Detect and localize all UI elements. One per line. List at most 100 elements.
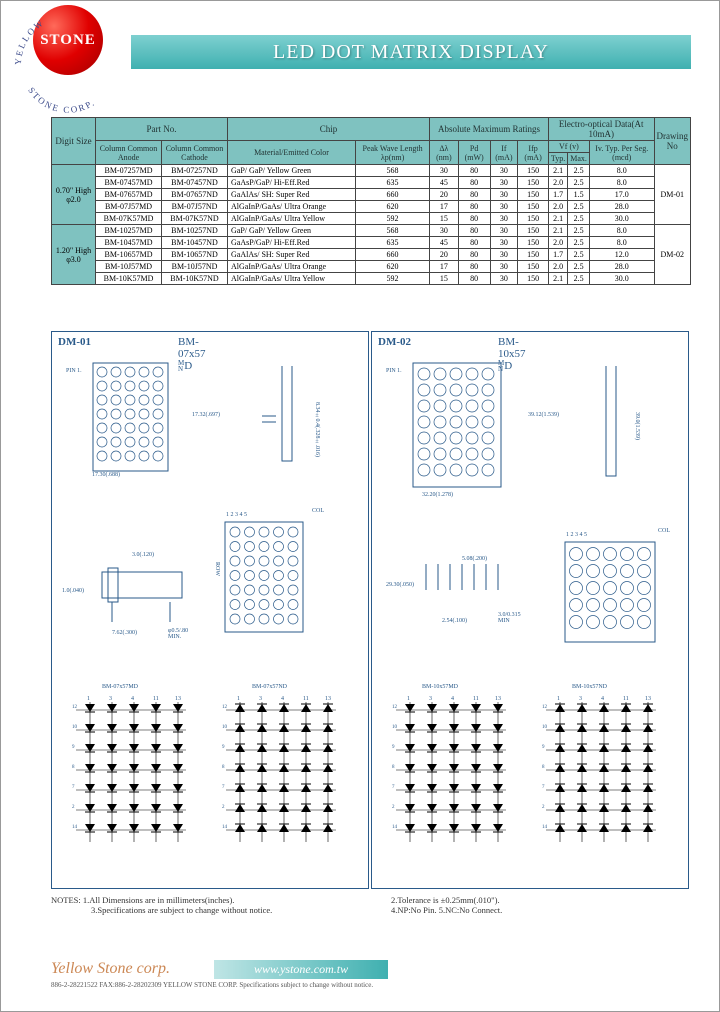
col-dz: Δλ (nm) [430,141,459,165]
dim-h2: 39.12(1.539) [528,412,559,418]
svg-text:3: 3 [579,696,582,702]
table-row: 1.20" High φ3.0BM-10257MDBM-10257NDGaP/ … [52,225,691,237]
svg-text:7: 7 [222,785,225,790]
dim-col2: COL [658,528,670,534]
svg-text:14: 14 [392,825,398,830]
footer-url: www.ystone.com.tw [214,960,388,979]
svg-text:8: 8 [222,765,225,770]
col-chip: Chip [228,118,430,141]
panel-dm02: DM-02 BM-10x57M ND 32.20(1.278) 39.12(1.… [371,331,689,889]
schem-nd-lbl2: BM-10x57ND [572,684,607,690]
svg-text:1 2 3 4 5: 1 2 3 4 5 [566,532,587,538]
panel-dm01: DM-01 BM-07x57M ND 17.30(.688) 17.32(.69… [51,331,369,889]
spec-table-head: Digit Size Part No. Chip Absolute Maximu… [52,118,691,165]
dm02-pins-view [416,564,546,624]
note4: 4.NP:No Pin. 5.NC:No Connect. [391,905,502,915]
dim-w2: 32.20(1.278) [422,492,453,498]
dm02-schem-md: 13411131210987214 [392,692,522,867]
svg-text:9: 9 [392,745,395,750]
dm02-side-view [592,366,632,486]
dim-pitch: 3.0(.120) [132,552,154,558]
schem-nd-lbl: BM-07x57ND [252,684,287,690]
note2: 2.Tolerance is ±0.25mm(.010"). [391,895,502,905]
note3: 3.Specifications are subject to change w… [51,905,691,915]
dm01-side-view [262,366,312,476]
col-peak: Peak Wave Length λp(nm) [356,141,430,165]
svg-text:3: 3 [429,696,432,702]
col-draw: Drawing No [654,118,691,165]
table-row: BM-10657MDBM-10657NDGaAlAs/ SH: Super Re… [52,249,691,261]
schem-md-lbl2: BM-10x57MD [422,684,458,690]
svg-text:12: 12 [392,705,398,710]
svg-text:1: 1 [557,696,560,702]
page: STONE YELLOW STONE CORP. LED DOT MATRIX … [0,0,720,1012]
svg-text:14: 14 [222,825,228,830]
svg-text:4: 4 [601,696,604,702]
col-vf-max: Max. [568,153,590,165]
svg-text:9: 9 [72,745,75,750]
dim-p: 7.62(.300) [112,630,137,636]
dim-w: 17.30(.688) [92,472,120,478]
dm01-section-view [72,562,202,632]
svg-text:11: 11 [623,696,629,702]
dm02-front-view [412,362,522,507]
table-row: BM-07657MDBM-07657NDGaAlAs/ SH: Super Re… [52,189,691,201]
svg-text:8: 8 [542,765,545,770]
logo: STONE YELLOW STONE CORP. [13,5,123,115]
table-row: BM-07457MDBM-07457NDGaAsP/GaP/ Hi-Eff.Re… [52,177,691,189]
svg-text:12: 12 [542,705,548,710]
svg-text:10: 10 [72,725,78,730]
svg-text:13: 13 [495,696,501,702]
dim-pitch2: 5.08(.200) [462,556,487,562]
spec-table-body: 0.70" High φ2.0BM-07257MDBM-07257NDGaP/ … [52,165,691,285]
col-digit: Digit Size [52,118,96,165]
svg-text:11: 11 [473,696,479,702]
col-partno: Part No. [96,118,228,141]
dim-side2: 39.0(1.539) [634,412,640,440]
drawings: DM-01 BM-07x57M ND 17.30(.688) 17.32(.69… [51,331,691,891]
table-row: 0.70" High φ2.0BM-07257MDBM-07257NDGaP/ … [52,165,691,177]
table-row: BM-07J57MDBM-07J57NDAlGaInP/GaAs/ Ultra … [52,201,691,213]
svg-text:STONE CORP.: STONE CORP. [26,85,97,114]
panel-id: DM-02 [378,336,411,348]
svg-text:12: 12 [222,705,228,710]
spec-table-wrap: Digit Size Part No. Chip Absolute Maximu… [51,117,691,285]
svg-text:YELLOW: YELLOW [13,17,46,65]
col-eo: Electro-optical Data(At 10mA) [548,118,654,141]
page-title: LED DOT MATRIX DISPLAY [131,35,691,69]
table-row: BM-10457MDBM-10457NDGaAsP/GaP/ Hi-Eff.Re… [52,237,691,249]
footer-corp: Yellow Stone corp. [51,960,170,978]
dm01-rear-view: 1 2 3 4 5 [224,508,334,658]
svg-text:1: 1 [87,696,90,702]
svg-text:9: 9 [222,745,225,750]
col-material: Material/Emitted Color [228,141,356,165]
svg-text:4: 4 [131,696,134,702]
svg-text:2: 2 [392,805,395,810]
svg-text:11: 11 [153,696,159,702]
svg-text:3: 3 [259,696,262,702]
svg-text:8: 8 [392,765,395,770]
svg-text:14: 14 [72,825,78,830]
notes-col2: 2.Tolerance is ±0.25mm(.010"). 4.NP:No P… [391,895,502,915]
svg-text:1: 1 [237,696,240,702]
logo-arc-icon: YELLOW STONE CORP. [13,5,123,115]
dim-hole2: 3.0/0.315 MIN [498,612,521,624]
svg-text:9: 9 [542,745,545,750]
dim-pin: PIN 1. [66,368,82,374]
dim-t2: 2.54(.100) [442,618,467,624]
svg-text:10: 10 [392,725,398,730]
col-anode: Column Common Anode [96,141,162,165]
svg-text:14: 14 [542,825,548,830]
svg-text:12: 12 [72,705,78,710]
dim-pin2: PIN 1. [386,368,402,374]
notes: NOTES: 1.All Dimensions are in millimete… [51,895,691,915]
svg-text:1: 1 [407,696,410,702]
svg-text:13: 13 [175,696,181,702]
svg-text:10: 10 [222,725,228,730]
col-cathode: Column Common Cathode [162,141,228,165]
table-row: BM-07K57MDBM-07K57NDAlGaInP/GaAs/ Ultra … [52,213,691,225]
dim-side: 8.34±0.4(.328±.016) [314,402,320,457]
col-vf-typ: Typ. [548,153,567,165]
footer-fine: 886-2-28221522 FAX:886-2-28202309 YELLOW… [51,981,691,989]
dim-p2: 29.30(.050) [386,582,414,588]
